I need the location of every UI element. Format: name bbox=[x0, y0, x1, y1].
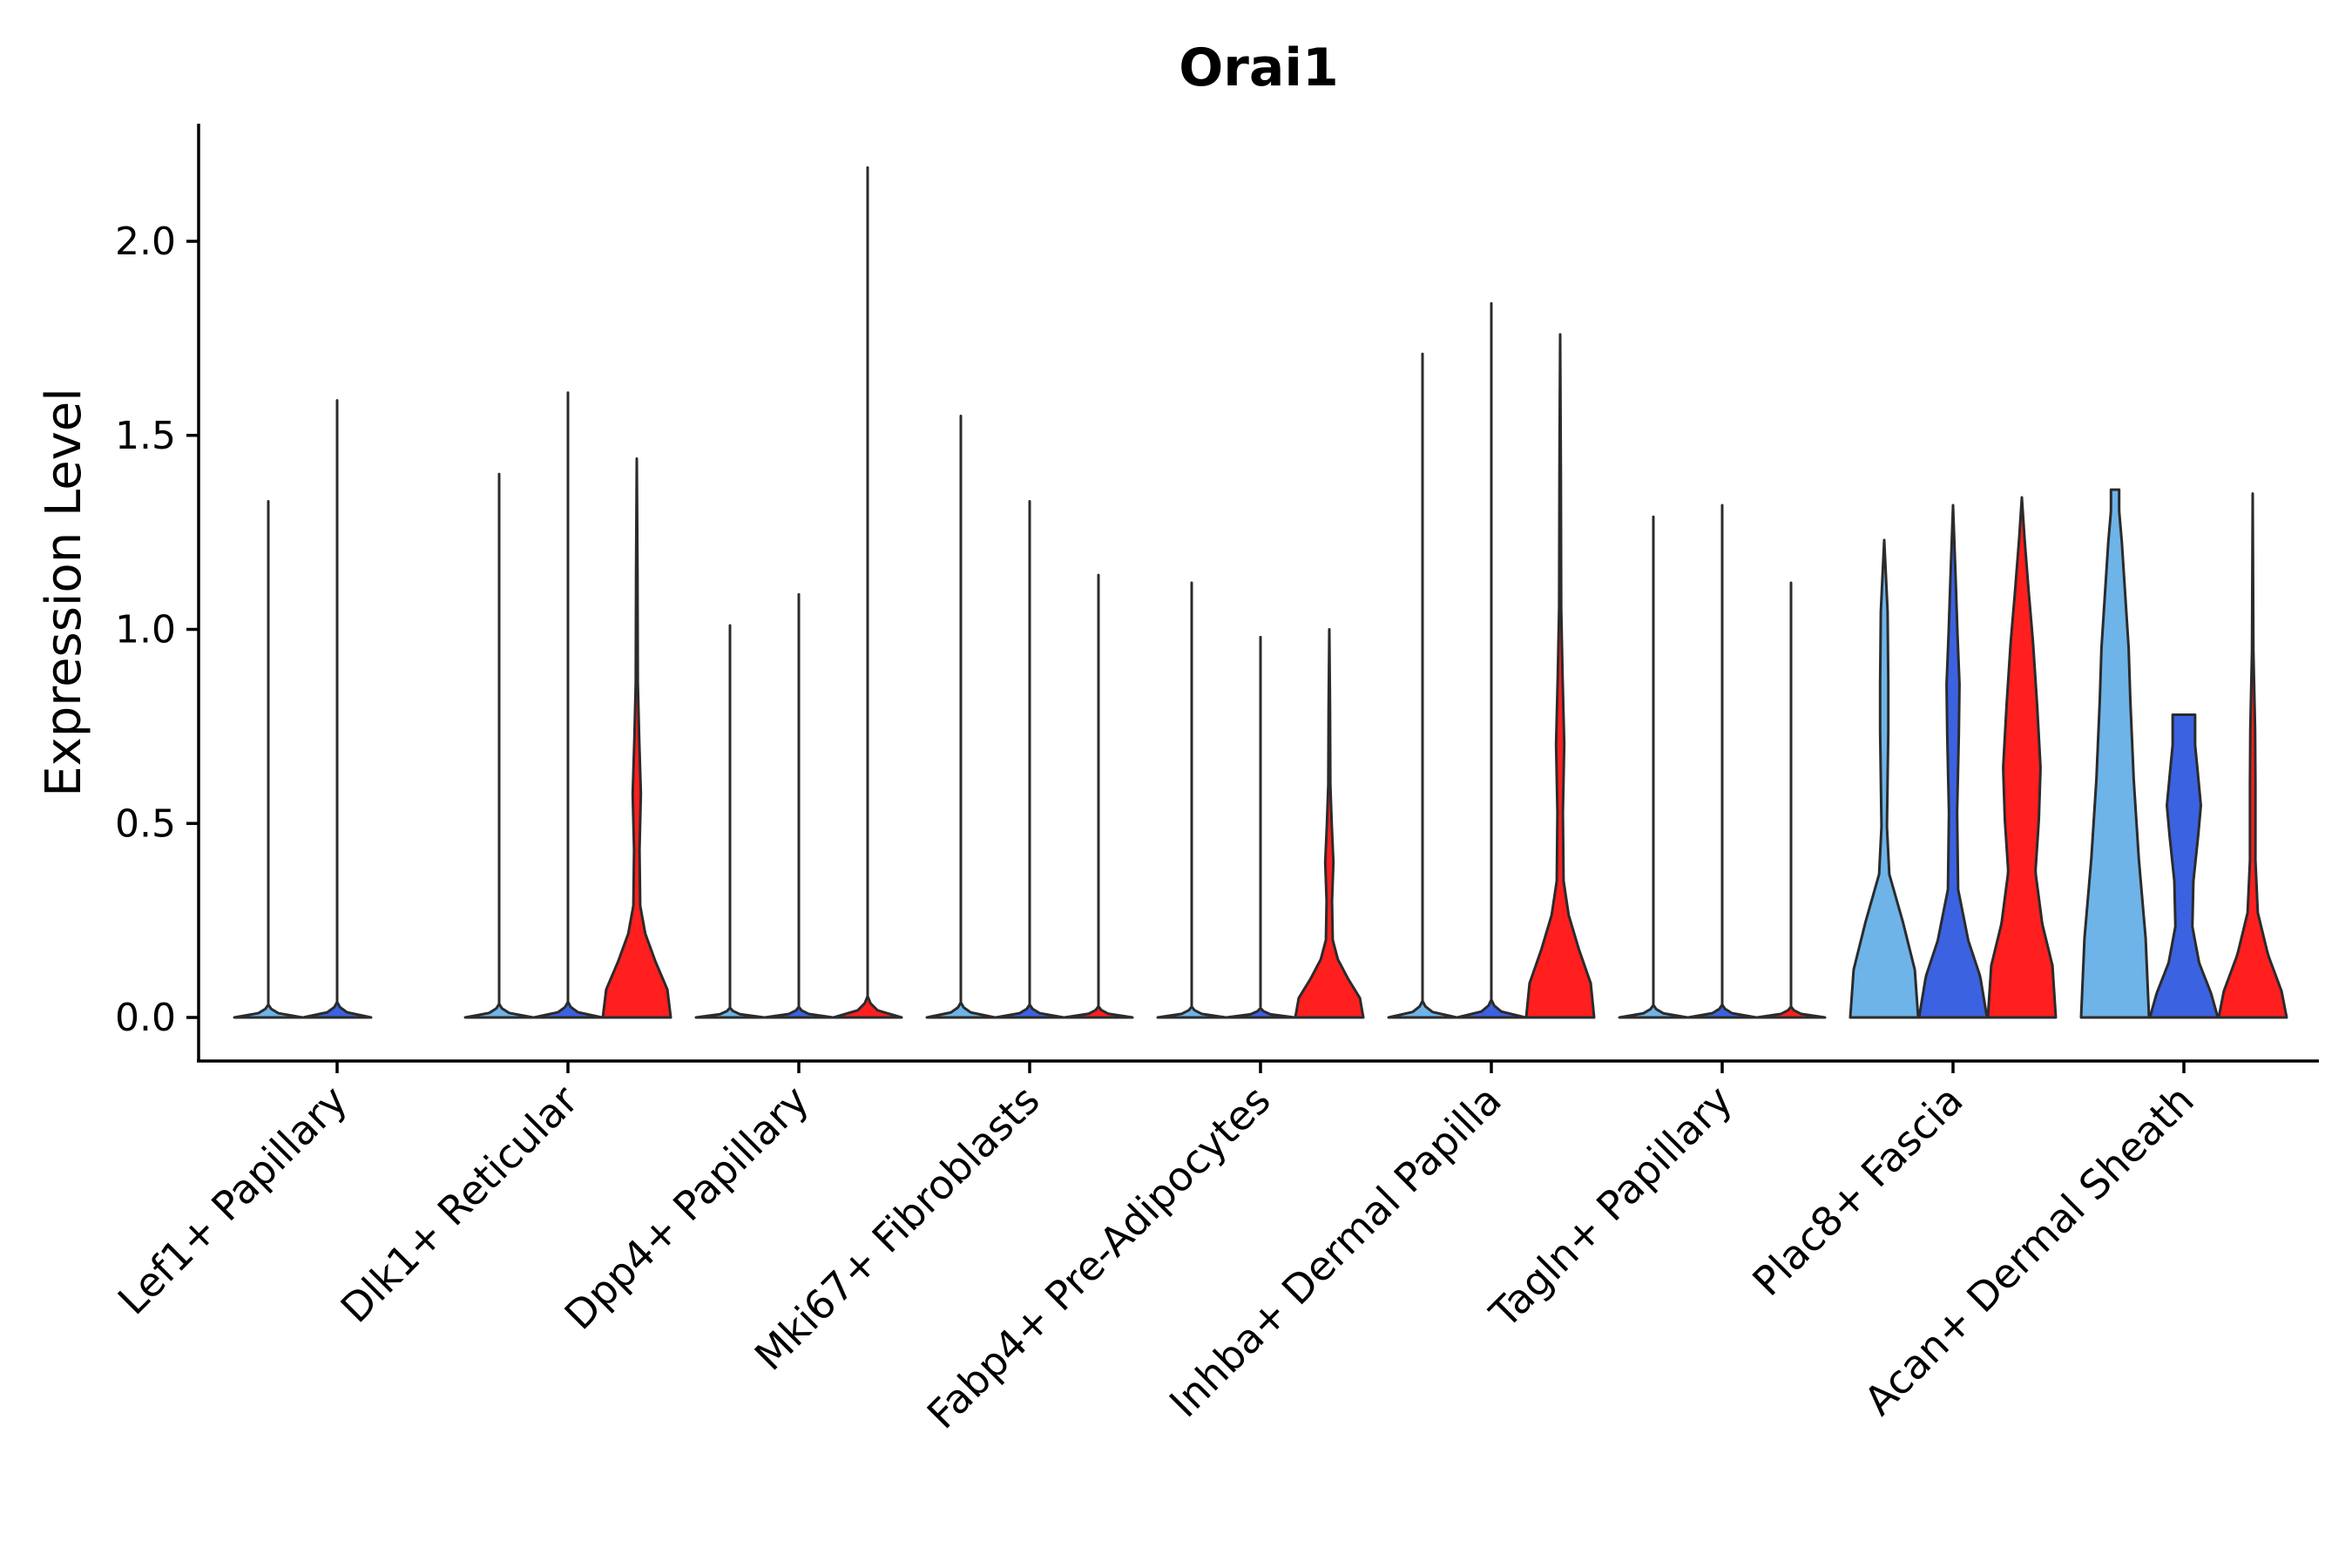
violin-4-2 bbox=[994, 499, 1065, 1019]
violin-3-1 bbox=[694, 624, 766, 1019]
x-category-label: Dlk1+ Reticular bbox=[332, 1077, 587, 1332]
violin-4-3 bbox=[1063, 573, 1134, 1019]
y-tick-label: 2.0 bbox=[115, 220, 176, 264]
axes bbox=[197, 124, 2319, 1063]
violin-2-3 bbox=[601, 456, 672, 1019]
violin-8-3 bbox=[1986, 496, 2058, 1019]
violin-1-1 bbox=[233, 499, 304, 1019]
violin-5-3 bbox=[1294, 628, 1365, 1019]
violin-8-1 bbox=[1848, 538, 1920, 1019]
violin-7-3 bbox=[1755, 581, 1827, 1019]
x-category-label: Lef1+ Papillary bbox=[109, 1077, 356, 1324]
violin-group bbox=[233, 166, 2288, 1019]
violin-6-2 bbox=[1456, 301, 1527, 1019]
violin-6-1 bbox=[1387, 352, 1458, 1019]
violin-5-1 bbox=[1156, 581, 1227, 1019]
y-tick-label: 0.0 bbox=[115, 996, 176, 1040]
y-axis-label: Expression Level bbox=[36, 388, 92, 797]
x-category-label: Tagln+ Papillary bbox=[1480, 1077, 1741, 1338]
violin-6-3 bbox=[1524, 333, 1596, 1019]
violin-2-2 bbox=[532, 391, 604, 1019]
y-tick-label: 0.5 bbox=[115, 801, 176, 846]
chart-title: Orai1 bbox=[1179, 37, 1338, 98]
violin-9-1 bbox=[2079, 488, 2151, 1019]
violin-1-2 bbox=[301, 399, 373, 1019]
violin-9-3 bbox=[2217, 492, 2288, 1019]
y-ticks: 0.0 0.5 1.0 1.5 2.0 bbox=[115, 220, 199, 1040]
x-category-label: Dpp4+ Papillary bbox=[556, 1077, 818, 1339]
violin-2-1 bbox=[463, 472, 535, 1019]
violin-5-2 bbox=[1225, 635, 1296, 1019]
violin-4-1 bbox=[925, 414, 997, 1019]
violin-7-1 bbox=[1618, 515, 1689, 1019]
y-tick-label: 1.5 bbox=[115, 414, 176, 458]
violin-7-2 bbox=[1686, 504, 1758, 1019]
violin-8-2 bbox=[1917, 504, 1989, 1019]
x-category-label: Plac8+ Fascia bbox=[1743, 1077, 1971, 1305]
y-tick-label: 1.0 bbox=[115, 608, 176, 652]
violin-3-3 bbox=[832, 166, 903, 1019]
violin-9-2 bbox=[2148, 713, 2220, 1019]
violin-3-2 bbox=[763, 592, 835, 1019]
